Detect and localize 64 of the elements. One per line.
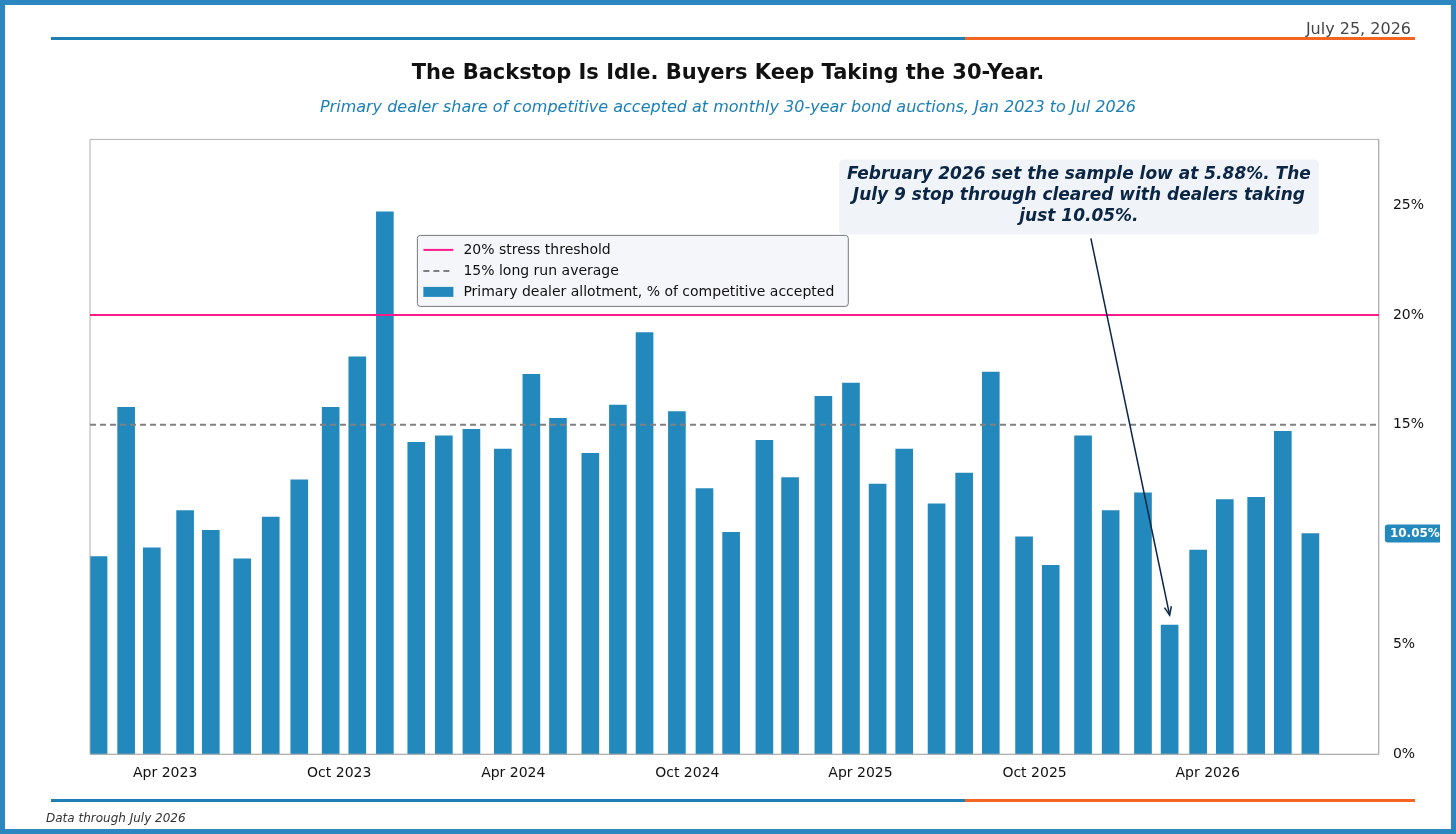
bar <box>233 558 252 755</box>
bar <box>722 532 740 755</box>
bar <box>695 488 714 755</box>
x-tick-label: Apr 2025 <box>828 764 893 781</box>
bar <box>609 404 627 755</box>
bar <box>1301 533 1320 755</box>
bar <box>117 406 135 755</box>
y-tick-label: 20% <box>1392 305 1425 322</box>
text: July 25, 2026 <box>1305 19 1411 38</box>
bar <box>261 516 280 755</box>
x-tick-label: Oct 2025 <box>1002 764 1067 781</box>
bar <box>814 395 833 755</box>
bar <box>549 417 567 755</box>
chart-title: The Backstop Is Idle. Buyers Keep Taking the 30-Year. <box>410 60 1046 84</box>
x-tick-label: Apr 2023 <box>132 764 198 781</box>
x-tick-label: Oct 2024 <box>655 764 720 781</box>
bar <box>376 211 394 755</box>
bar <box>895 448 914 755</box>
y-tick-label: 15% <box>1392 415 1425 432</box>
bar <box>462 428 481 755</box>
bar <box>955 472 973 755</box>
bar <box>668 411 686 755</box>
bar <box>290 479 309 755</box>
chart-subtitle: Primary dealer share of competitive accepted at monthly 30-year bond auctions, Jan 2023 to Jul 2026 <box>318 97 1138 116</box>
bar <box>1074 435 1092 755</box>
bar <box>435 435 453 755</box>
bar <box>1101 510 1120 755</box>
y-tick-label: 0% <box>1392 744 1416 761</box>
bar <box>522 374 541 755</box>
legend-label: 15% long run average <box>463 261 619 278</box>
bar <box>981 371 1000 755</box>
x-tick-label: Apr 2026 <box>1175 764 1240 781</box>
bar <box>1160 624 1179 755</box>
x-tick-label: Apr 2024 <box>481 764 546 781</box>
bar <box>581 453 600 755</box>
y-tick-label: 25% <box>1392 195 1425 212</box>
bar <box>321 406 340 755</box>
bar <box>90 556 108 755</box>
annotation: February 2026 set the sample low at 5.88%. The July 9 stop through cleared with dealers taking just 10.05%. <box>846 163 1311 226</box>
text: Data through July 2026 <box>46 811 186 825</box>
bar <box>348 356 367 755</box>
bar <box>1215 499 1234 755</box>
x-tick-label: Oct 2023 <box>307 764 372 781</box>
bar <box>201 529 220 755</box>
bar <box>1247 496 1266 755</box>
bar <box>143 547 161 755</box>
legend-label: 20% stress threshold <box>463 240 611 257</box>
bar <box>1273 431 1292 755</box>
bar <box>1189 549 1207 755</box>
y-tick-label: 5% <box>1392 635 1416 652</box>
bar <box>842 382 860 755</box>
bar <box>1041 565 1060 755</box>
bar <box>1015 536 1033 755</box>
bar <box>176 510 194 755</box>
text: 10.05% <box>1389 525 1440 540</box>
bar <box>781 477 799 755</box>
bar <box>868 483 887 755</box>
bar <box>927 503 946 755</box>
bar <box>755 439 774 755</box>
bar <box>407 442 426 755</box>
bar <box>1134 492 1152 755</box>
bar <box>493 448 512 755</box>
bar <box>635 332 654 755</box>
legend-label: Primary dealer allotment, % of competitive accepted <box>463 282 835 299</box>
